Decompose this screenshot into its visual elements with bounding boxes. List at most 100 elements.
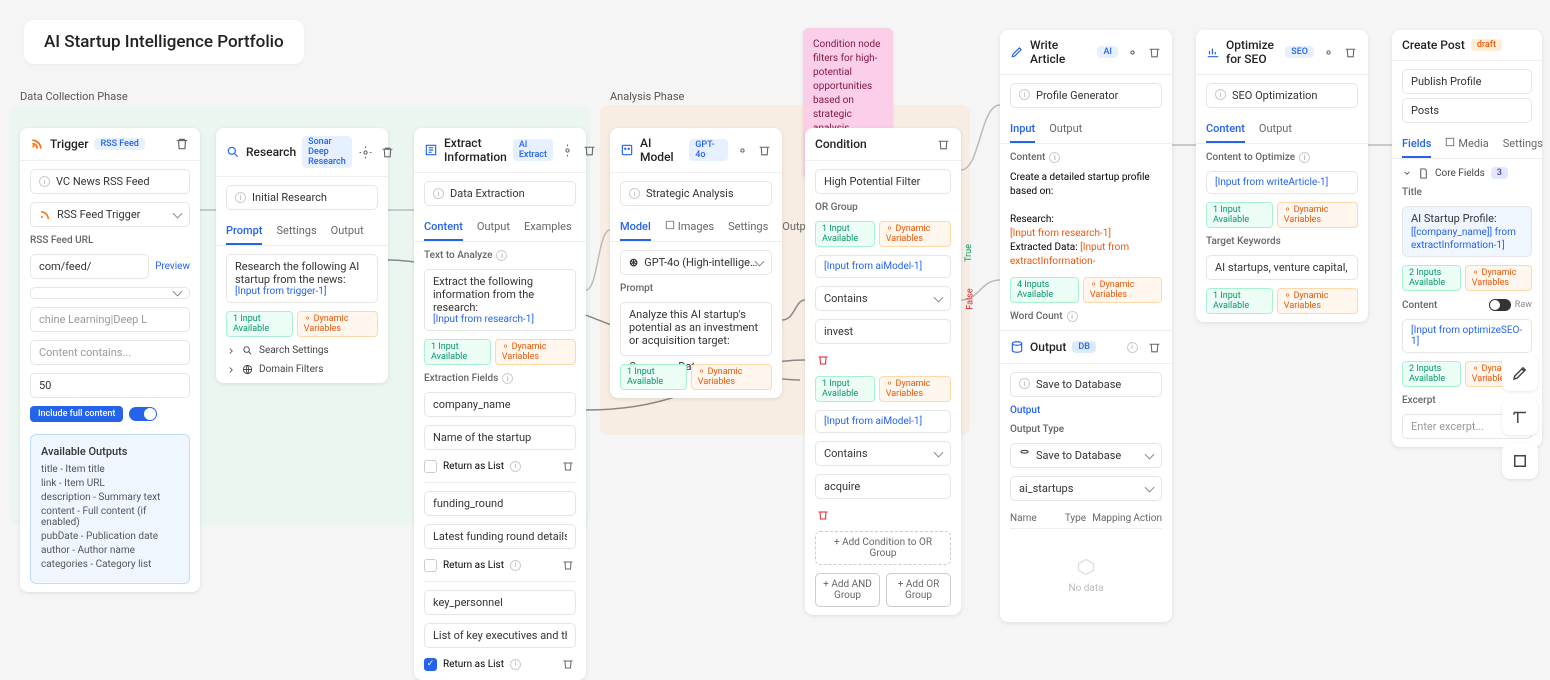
text-analyze[interactable]: Extract the following information from t… — [424, 269, 576, 331]
delete-icon[interactable] — [1146, 339, 1162, 355]
node-title: Condition — [815, 137, 867, 151]
delete-field-icon[interactable] — [560, 656, 576, 672]
return-list-checkbox[interactable] — [424, 460, 437, 473]
delete-icon[interactable] — [581, 142, 597, 158]
node-title: Extract Information — [444, 136, 507, 164]
tab-output[interactable]: Output — [1049, 116, 1082, 143]
settings-icon[interactable] — [1320, 44, 1336, 60]
trigger-type-select[interactable]: RSS Feed Trigger — [30, 202, 190, 227]
category-select[interactable] — [30, 287, 190, 299]
node-write[interactable]: Write Article AI iProfile Generator Inpu… — [1000, 30, 1172, 622]
expand-search[interactable]: Search Settings — [226, 345, 378, 356]
tab-settings[interactable]: Settings — [1503, 131, 1543, 158]
add-or-btn[interactable]: + Add OR Group — [886, 573, 951, 607]
tab-examples[interactable]: Examples — [524, 214, 572, 241]
field-name-input[interactable] — [424, 491, 576, 516]
post-type[interactable]: Posts — [1402, 98, 1532, 123]
tab-fields[interactable]: Fields — [1402, 131, 1431, 158]
rss-icon — [30, 137, 44, 151]
limit-input[interactable] — [30, 373, 190, 398]
delete-icon[interactable] — [1342, 44, 1358, 60]
delete-icon[interactable] — [756, 142, 772, 158]
rule-val[interactable] — [815, 319, 951, 344]
rule-op[interactable]: Contains — [815, 286, 951, 311]
db-select[interactable]: ai_startups — [1010, 476, 1162, 501]
delete-rule-icon[interactable] — [815, 352, 831, 368]
phase1-label: Data Collection Phase — [20, 90, 128, 103]
settings-icon[interactable] — [559, 142, 575, 158]
delete-icon[interactable] — [935, 136, 951, 152]
model-select[interactable]: ⊛GPT-4o (High-intelligence flagship mode… — [620, 250, 772, 275]
node-title: Trigger — [50, 137, 88, 151]
delete-icon[interactable] — [380, 144, 396, 160]
delete-field-icon[interactable] — [560, 458, 576, 474]
field-name-input[interactable] — [424, 590, 576, 615]
post-title-input[interactable]: AI Startup Profile: [[company_name]] fro… — [1402, 206, 1532, 257]
rule-op[interactable]: Contains — [815, 441, 951, 466]
search-icon — [242, 345, 253, 356]
content-filter-input[interactable] — [30, 340, 190, 365]
url-input[interactable] — [30, 254, 149, 279]
post-name[interactable] — [1402, 69, 1532, 94]
expand-domain[interactable]: Domain Filters — [226, 364, 378, 375]
delete-field-icon[interactable] — [560, 557, 576, 573]
url-label: RSS Feed URL — [30, 235, 190, 246]
settings-icon[interactable] — [734, 142, 750, 158]
node-seo[interactable]: Optimize for SEO SEO iSEO Optimization C… — [1196, 30, 1368, 322]
tab-output[interactable]: Output — [331, 218, 364, 245]
field-desc-input[interactable] — [424, 425, 576, 450]
keywords-input[interactable] — [1206, 255, 1358, 280]
pill-dynamic[interactable]: ⚬ Dynamic Variables — [297, 311, 378, 337]
rule-var[interactable]: [Input from aiModel-1] — [815, 255, 951, 278]
node-research[interactable]: Research Sonar Deep Research iInitial Re… — [216, 128, 388, 383]
content-var[interactable]: [Input from writeArticle-1] — [1206, 171, 1358, 194]
tab-media[interactable]: Media — [1445, 131, 1488, 158]
field-desc-input[interactable] — [424, 524, 576, 549]
field-name-input[interactable] — [424, 392, 576, 417]
text-tool[interactable] — [1502, 399, 1538, 435]
tab-settings[interactable]: Settings — [728, 214, 768, 241]
node-condition[interactable]: Condition OR Group 1 Input Available ⚬ D… — [805, 128, 961, 615]
delete-icon[interactable] — [1146, 44, 1162, 60]
shape-tool[interactable] — [1502, 443, 1538, 479]
rule-var[interactable]: [Input from aiModel-1] — [815, 410, 951, 433]
node-extract[interactable]: Extract Information AI Extract iData Ext… — [414, 128, 586, 680]
tab-settings[interactable]: Settings — [276, 218, 316, 245]
settings-icon[interactable] — [358, 144, 374, 160]
tab-content[interactable]: Content — [424, 214, 463, 241]
return-list-checkbox[interactable] — [424, 658, 437, 671]
settings-icon[interactable] — [1124, 44, 1140, 60]
node-trigger[interactable]: Trigger RSS Feed iVC News RSS Feed RSS F… — [20, 128, 200, 592]
tab-output[interactable]: Output — [1259, 116, 1292, 143]
database-icon — [1010, 340, 1024, 354]
delete-rule-icon[interactable] — [815, 507, 831, 523]
add-and-btn[interactable]: + Add AND Group — [815, 573, 880, 607]
node-aimodel[interactable]: AI Model GPT-4o iStrategic Analysis Mode… — [610, 128, 782, 398]
tab-input[interactable]: Input — [1010, 116, 1035, 143]
tab-content[interactable]: Content — [1206, 116, 1245, 143]
return-list-checkbox[interactable] — [424, 559, 437, 572]
tab-images[interactable]: Images — [665, 214, 714, 241]
field-desc-input[interactable] — [424, 623, 576, 648]
prompt-text[interactable]: Research the following AI startup from t… — [226, 254, 378, 303]
no-data: No data — [1010, 537, 1162, 614]
add-condition-btn[interactable]: + Add Condition to OR Group — [815, 531, 951, 565]
edit-tool[interactable] — [1502, 355, 1538, 391]
prompt-textarea[interactable]: Analyze this AI startup's potential as a… — [620, 302, 772, 356]
preview-link[interactable]: Preview — [155, 261, 190, 272]
filter-input[interactable] — [30, 307, 190, 332]
core-fields-toggle[interactable]: Core Fields 3 — [1402, 167, 1532, 179]
output-type-select[interactable]: Save to Database — [1010, 443, 1162, 468]
tab-model[interactable]: Model — [620, 214, 651, 241]
tab-output[interactable]: Output — [477, 214, 510, 241]
raw-toggle[interactable]: Raw — [1489, 299, 1532, 311]
portfolio-title: AI Startup Intelligence Portfolio — [24, 20, 304, 64]
badge: Sonar Deep Research — [302, 136, 352, 168]
tab-prompt[interactable]: Prompt — [226, 218, 262, 245]
delete-icon[interactable] — [174, 136, 190, 152]
full-content-toggle[interactable] — [129, 407, 157, 421]
rule-val[interactable] — [815, 474, 951, 499]
post-content-var[interactable]: [Input from optimizeSEO-1] — [1402, 319, 1532, 353]
condition-name[interactable] — [815, 169, 951, 194]
info-icon[interactable]: i — [1124, 339, 1140, 355]
